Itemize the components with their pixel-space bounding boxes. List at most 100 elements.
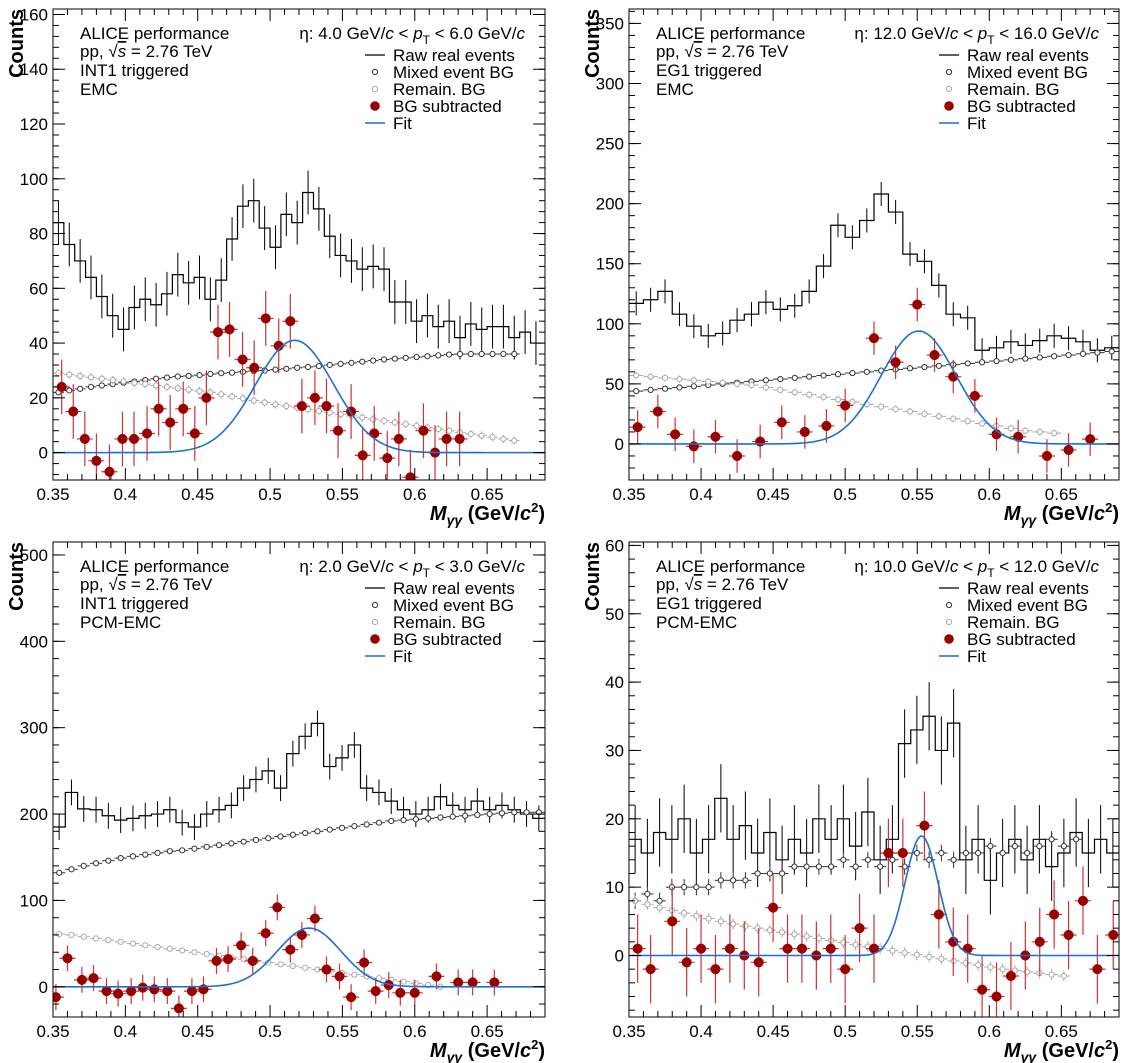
- mixed-bg-point: [68, 866, 75, 873]
- mixed-bg-point: [926, 856, 933, 863]
- mixed-bg-point: [326, 361, 333, 369]
- bg-sub-point: [382, 453, 393, 464]
- x-title-c: c: [1094, 1040, 1105, 1062]
- legend-mixed-label: Mixed event BG: [393, 596, 514, 615]
- remain-bg-point: [163, 383, 171, 390]
- remain-bg-point: [109, 376, 116, 384]
- legend-raw-label: Raw real events: [393, 579, 515, 598]
- mixed-bg-point: [191, 845, 198, 852]
- remain-bg-point: [412, 980, 419, 987]
- mixed-bg-point: [849, 369, 856, 377]
- raw-histogram: [629, 193, 1119, 351]
- mixed-bg-point: [413, 353, 420, 361]
- y-tick-label: 100: [596, 315, 624, 334]
- y-axis-title: Counts: [6, 542, 28, 611]
- remain-bg-point: [228, 393, 236, 400]
- legend-sub-label: BG subtracted: [967, 630, 1076, 649]
- mixed-bg-point: [644, 890, 651, 898]
- legend-sub-label: BG subtracted: [393, 97, 502, 116]
- bg-sub-point: [91, 455, 102, 466]
- y-tick-label: 100: [20, 891, 48, 910]
- mixed-bg-point: [840, 856, 847, 863]
- remain-bg-point: [203, 950, 210, 958]
- mixed-bg-point: [265, 835, 272, 842]
- bg-sub-point: [799, 426, 810, 437]
- fit-curve: [53, 927, 545, 988]
- mixed-bg-point: [935, 362, 942, 369]
- remain-bg-point: [921, 410, 928, 418]
- info-trigger: INT1 triggered: [80, 61, 189, 80]
- remain-bg-point: [964, 418, 971, 425]
- remain-bg-point: [154, 943, 161, 951]
- mixed-bg-point: [240, 838, 247, 845]
- y-tick-label: 10: [605, 878, 624, 897]
- remain-bg-point: [913, 951, 920, 958]
- mixed-bg-point: [203, 843, 210, 850]
- pt-part: < 12.0 GeV/: [995, 557, 1091, 576]
- y-tick-label: 40: [29, 334, 48, 353]
- pt-part: < 16.0 GeV/: [995, 24, 1091, 43]
- mixed-bg-point: [129, 853, 137, 860]
- x-title-power: 2: [1105, 1037, 1112, 1052]
- y-tick-label: 300: [20, 719, 48, 738]
- pt-part: T: [423, 33, 431, 47]
- mixed-bg-point: [777, 375, 784, 383]
- remain-bg-point: [400, 978, 407, 985]
- mixed-bg-point: [370, 357, 377, 364]
- remain-bg-point: [742, 923, 749, 930]
- mixed-bg-point: [474, 811, 481, 819]
- bg-sub-point: [321, 401, 332, 412]
- fit-curve: [53, 339, 545, 454]
- y-tick-label: 60: [29, 279, 48, 298]
- remain-bg-point: [644, 901, 651, 908]
- x-title-close: ): [538, 503, 545, 525]
- bg-sub-point: [296, 401, 307, 412]
- mixed-bg-point: [425, 815, 432, 822]
- y-tick-label: 150: [596, 255, 624, 274]
- bg-sub-point: [1108, 929, 1119, 941]
- x-tick-label: 0.65: [471, 1022, 504, 1041]
- y-tick-label: 200: [20, 805, 48, 824]
- remain-bg-point: [98, 375, 105, 382]
- pt-part: <: [394, 557, 413, 576]
- x-tick-label: 0.35: [612, 485, 645, 504]
- mixed-bg-point: [375, 819, 383, 826]
- info-system: pp, √s = 2.76 TeV: [80, 575, 213, 594]
- mixed-bg-point: [105, 857, 112, 864]
- x-title-unit: (GeV/: [462, 503, 520, 525]
- mixed-bg-point: [252, 836, 260, 844]
- bg-sub-point: [890, 357, 901, 368]
- x-tick-label: 0.55: [326, 1022, 359, 1041]
- bg-sub-point: [260, 313, 271, 324]
- bg-sub-point: [969, 390, 980, 401]
- remain-bg-point: [1051, 430, 1058, 437]
- x-tick-label: 0.45: [757, 485, 790, 504]
- remain-bg-point: [435, 425, 442, 433]
- bg-sub-point: [854, 923, 865, 934]
- mixed-bg-point: [791, 863, 798, 870]
- remain-bg-point: [218, 391, 225, 398]
- mixed-bg-point: [326, 826, 333, 833]
- remain-bg-point: [489, 434, 496, 441]
- bg-sub-point: [285, 944, 296, 955]
- panel-4: 0.35 0.4 0.45 0.5 0.55 0.6 0.65 0 10 20 30 40 50 60Co…: [582, 536, 1120, 1063]
- x-title-unit: (GeV/: [462, 1040, 520, 1062]
- mixed-bg-point: [461, 812, 469, 819]
- mixed-bg-point: [359, 358, 366, 365]
- bg-sub-point: [249, 362, 260, 373]
- remain-bg-point: [277, 961, 284, 968]
- system-prefix: pp,: [80, 42, 108, 61]
- bg-sub-point: [405, 472, 416, 480]
- panel-3: 0.35 0.4 0.45 0.5 0.55 0.6 0.65 0 100 200 300 400 50…: [6, 541, 546, 1063]
- bg-sub-point: [321, 964, 332, 975]
- remain-bg-point: [1022, 427, 1029, 434]
- x-axis-title: Mγγ (GeV/c2): [1004, 1037, 1119, 1063]
- pt-part: < 6.0 GeV/: [430, 24, 517, 43]
- legend-fit-label: Fit: [967, 647, 986, 666]
- x-tick-label: 0.65: [471, 485, 504, 504]
- x-tick-label: 0.55: [901, 485, 934, 504]
- mixed-bg-point: [730, 877, 737, 884]
- mixed-bg-point: [889, 856, 896, 863]
- remain-bg-point: [153, 382, 160, 389]
- bg-sub-point: [334, 971, 345, 982]
